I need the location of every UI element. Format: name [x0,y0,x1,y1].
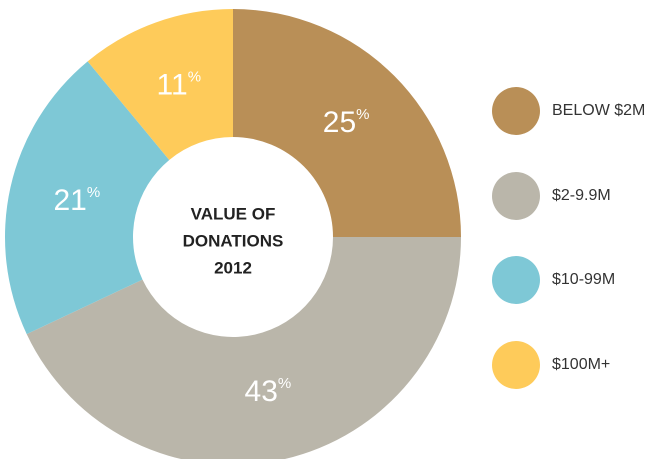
center-title: 2012 [214,258,252,277]
donut-slice [233,9,461,237]
legend-swatch [492,256,540,304]
value-label: 21% [53,184,100,217]
legend-label: BELOW $2M [552,102,645,119]
value-label: 43% [245,375,292,408]
center-title: DONATIONS [183,231,284,250]
donut-slice [87,8,233,160]
legend-swatch [492,87,540,135]
value-label: 25% [323,106,370,139]
legend-label: $100M+ [552,356,610,373]
center-title: VALUE OF [191,204,276,223]
legend-label: $2-9.9M [552,187,611,204]
legend-label: $10-99M [552,271,615,288]
donut-slice [5,61,170,335]
legend-swatch [492,341,540,389]
value-label: 11% [157,68,202,101]
donut-slice [26,237,461,459]
legend-swatch [492,172,540,220]
